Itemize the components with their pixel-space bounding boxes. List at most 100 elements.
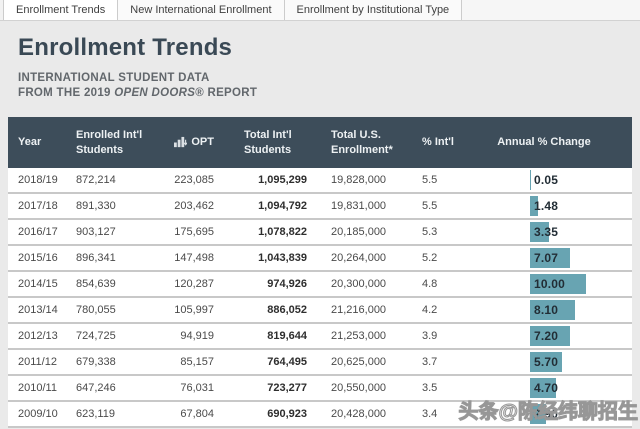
cell-total-intl-students: 1,094,792	[258, 200, 307, 212]
tab-bar-filler	[462, 0, 640, 20]
cell-total-us-enrollment: 20,625,000	[331, 356, 387, 368]
cell-total-us-enrollment: 19,831,000	[331, 200, 387, 212]
cell-annual-pct-change: 2.90	[466, 402, 632, 426]
tab-enrollment-by-institutional-type[interactable]: Enrollment by Institutional Type	[284, 0, 463, 20]
cell-enrolled-intl-students: 854,639	[76, 278, 116, 290]
column-header-year: Year	[18, 136, 42, 149]
cell-total-intl-students: 886,052	[267, 304, 307, 316]
tab-enrollment-trends[interactable]: Enrollment Trends	[3, 0, 119, 20]
cell-opt: 147,498	[174, 252, 214, 264]
cell-year: 2018/19	[18, 174, 58, 186]
cell-year: 2010/11	[18, 382, 57, 394]
cell-year: 2015/16	[18, 252, 58, 264]
cell-total-intl-students: 1,043,839	[258, 252, 307, 264]
cell-opt: 85,157	[180, 356, 214, 368]
annual-change-value: 3.35	[534, 225, 559, 239]
table-row[interactable]: 2011/12 679,338 85,157 764,495 20,625,00…	[8, 350, 632, 376]
column-header-total-us-enrollment: Total U.S. Enrollment*	[331, 129, 393, 156]
cell-total-us-enrollment: 20,185,000	[331, 226, 387, 238]
page-subtitle: INTERNATIONAL STUDENT DATA FROM THE 2019…	[18, 71, 640, 101]
cell-pct-intl: 4.2	[422, 304, 438, 316]
annual-change-value: 0.05	[534, 173, 559, 187]
column-header-pct-intl: % Int'l	[422, 136, 454, 149]
cell-pct-intl: 5.2	[422, 252, 438, 264]
annual-change-value: 1.48	[534, 199, 559, 213]
cell-annual-pct-change: 7.07	[466, 246, 632, 270]
table-row[interactable]: 2017/18 891,330 203,462 1,094,792 19,831…	[8, 194, 632, 220]
cell-pct-intl: 5.5	[422, 174, 438, 186]
column-header-total-intl-students: Total Int'l Students	[244, 129, 292, 156]
cell-opt: 94,919	[180, 330, 214, 342]
cell-total-intl-students: 819,644	[267, 330, 307, 342]
cell-annual-pct-change: 0.05	[466, 168, 632, 192]
cell-opt: 175,695	[174, 226, 214, 238]
table-row[interactable]: 2013/14 780,055 105,997 886,052 21,216,0…	[8, 298, 632, 324]
cell-total-us-enrollment: 19,828,000	[331, 174, 387, 186]
annual-change-value: 5.70	[534, 355, 559, 369]
cell-annual-pct-change: 5.70	[466, 350, 632, 374]
cell-enrolled-intl-students: 679,338	[76, 356, 116, 368]
table-body: 2018/19 872,214 223,085 1,095,299 19,828…	[8, 168, 632, 428]
cell-pct-intl: 3.9	[422, 330, 438, 342]
cell-year: 2014/15	[18, 278, 58, 290]
table-row[interactable]: 2012/13 724,725 94,919 819,644 21,253,00…	[8, 324, 632, 350]
cell-pct-intl: 5.5	[422, 200, 438, 212]
cell-total-intl-students: 764,495	[267, 356, 307, 368]
cell-enrolled-intl-students: 724,725	[76, 330, 116, 342]
cell-pct-intl: 3.7	[422, 356, 438, 368]
table-row[interactable]: 2014/15 854,639 120,287 974,926 20,300,0…	[8, 272, 632, 298]
subtitle-line-2: FROM THE 2019 OPEN DOORS® REPORT	[18, 87, 258, 100]
cell-total-intl-students: 1,078,822	[258, 226, 307, 238]
enrollment-table: Year Enrolled Int'l Students OPT Total I…	[8, 117, 632, 428]
cell-total-us-enrollment: 20,264,000	[331, 252, 387, 264]
cell-opt: 105,997	[174, 304, 214, 316]
annual-change-bar[interactable]	[530, 404, 546, 424]
table-row[interactable]: 2018/19 872,214 223,085 1,095,299 19,828…	[8, 168, 632, 194]
column-header-enrolled-intl-students: Enrolled Int'l Students	[76, 129, 143, 156]
annual-change-bar[interactable]	[530, 326, 570, 346]
cell-opt: 76,031	[180, 382, 214, 394]
cell-annual-pct-change: 1.48	[466, 194, 632, 218]
cell-total-intl-students: 690,923	[267, 408, 307, 420]
cell-pct-intl: 4.8	[422, 278, 438, 290]
annual-change-bar[interactable]	[530, 222, 549, 242]
open-doors-italic: OPEN DOORS	[114, 87, 196, 100]
cell-opt: 67,804	[180, 408, 214, 420]
table-header-row: Year Enrolled Int'l Students OPT Total I…	[8, 117, 632, 168]
table-row[interactable]: 2016/17 903,127 175,695 1,078,822 20,185…	[8, 220, 632, 246]
cell-annual-pct-change: 10.00	[466, 272, 632, 296]
cell-pct-intl: 5.3	[422, 226, 438, 238]
annual-change-value: 8.10	[534, 303, 559, 317]
cell-annual-pct-change: 8.10	[466, 298, 632, 322]
cell-pct-intl: 3.5	[422, 382, 438, 394]
table-row[interactable]: 2010/11 647,246 76,031 723,277 20,550,00…	[8, 376, 632, 402]
cell-pct-intl: 3.4	[422, 408, 438, 420]
cell-total-us-enrollment: 21,216,000	[331, 304, 387, 316]
sort-icon[interactable]	[174, 136, 188, 149]
annual-change-bar[interactable]	[530, 352, 562, 372]
cell-total-us-enrollment: 20,300,000	[331, 278, 387, 290]
table-row[interactable]: 2015/16 896,341 147,498 1,043,839 20,264…	[8, 246, 632, 272]
toutiao-watermark: 头条@陈经纬聊招生	[458, 401, 639, 424]
table-row[interactable]: 2009/10 623,119 67,804 690,923 20,428,00…	[8, 402, 632, 428]
annual-change-bar[interactable]	[530, 378, 556, 398]
tab-label: Enrollment by Institutional Type	[296, 4, 450, 16]
annual-change-bar[interactable]	[530, 300, 575, 320]
annual-change-bar[interactable]	[530, 248, 570, 268]
cell-opt: 203,462	[174, 200, 214, 212]
annual-change-bar[interactable]	[530, 170, 531, 190]
annual-change-bar[interactable]	[530, 274, 586, 294]
annual-change-value: 7.20	[534, 329, 559, 343]
tab-new-international-enrollment[interactable]: New International Enrollment	[118, 0, 285, 20]
cell-enrolled-intl-students: 780,055	[76, 304, 116, 316]
cell-annual-pct-change: 3.35	[466, 220, 632, 244]
cell-enrolled-intl-students: 647,246	[76, 382, 116, 394]
annual-change-bar[interactable]	[530, 196, 538, 216]
cell-opt: 223,085	[174, 174, 214, 186]
cell-total-intl-students: 974,926	[267, 278, 307, 290]
cell-enrolled-intl-students: 896,341	[76, 252, 116, 264]
sheet-tab-bar: Enrollment Trends New International Enro…	[0, 0, 640, 21]
cell-total-us-enrollment: 20,550,000	[331, 382, 387, 394]
cell-enrolled-intl-students: 891,330	[76, 200, 116, 212]
cell-enrolled-intl-students: 903,127	[76, 226, 116, 238]
